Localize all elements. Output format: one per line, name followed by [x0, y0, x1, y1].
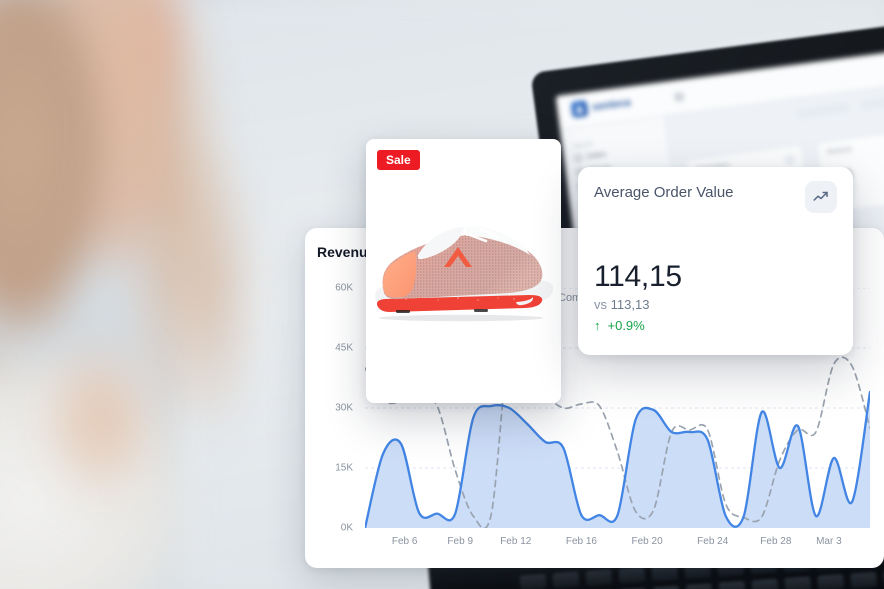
delta-value: +0.9%	[607, 318, 645, 333]
revenue-area-fill	[365, 392, 870, 528]
x-axis-tick-label: Feb 6	[391, 536, 418, 547]
metric-value: 114,15	[594, 260, 682, 293]
revenue-line	[363, 390, 872, 530]
y-axis-tick-label: 45K	[335, 342, 353, 354]
hamburger-icon[interactable]	[674, 92, 685, 102]
y-axis-tick-label: 30K	[335, 402, 353, 414]
x-axis-tick-label: Feb 28	[760, 536, 792, 547]
metric-delta: ↑ +0.9%	[594, 318, 645, 333]
background-neck	[30, 330, 180, 530]
chart-x-axis: Feb 6 Feb 9 Feb 12 Feb 16 Feb 20 Feb 24 Feb 28…	[365, 536, 870, 552]
app-logo: senteca	[570, 94, 632, 119]
metric-comparison: vs 113,13	[594, 297, 649, 312]
app-logo-icon	[570, 100, 589, 119]
y-axis-tick-label: 60K	[335, 282, 353, 294]
metric-card-icon	[784, 154, 796, 166]
trending-up-icon	[805, 181, 837, 213]
status-badge: Sale	[377, 150, 420, 170]
average-order-value-card[interactable]: Average Order Value 114,15 vs 113,13 ↑ +…	[578, 167, 853, 355]
product-card[interactable]: Sale	[366, 139, 561, 403]
orders-icon	[574, 154, 583, 163]
comparison-dashed-line	[364, 330, 871, 530]
x-axis-tick-label: Mar 3	[816, 536, 842, 547]
app-logo-text: senteca	[591, 96, 632, 113]
arrow-up-icon: ↑	[594, 318, 601, 333]
comparison-value: 113,13	[610, 297, 650, 312]
date-filter-pill[interactable]	[795, 101, 851, 120]
metric-card-title: Revenue	[826, 145, 853, 157]
shoe-illustration	[375, 225, 554, 322]
x-axis-tick-label: Feb 9	[447, 536, 474, 547]
product-image	[366, 175, 561, 335]
chart-y-axis: 0K 15K 30K 45K 60K	[305, 283, 359, 534]
x-axis-tick-label: Feb 16	[565, 536, 597, 547]
y-axis-tick-label: 0K	[340, 522, 353, 534]
comparison-prefix: vs	[594, 297, 607, 312]
x-axis-tick-label: Feb 24	[697, 536, 729, 547]
card-title: Average Order Value	[594, 184, 734, 201]
sidebar-item-label: Orders	[586, 150, 607, 161]
page-title: Revenue	[317, 244, 376, 260]
y-axis-tick-label: 15K	[335, 462, 353, 474]
x-axis-tick-label: Feb 12	[500, 536, 532, 547]
export-pill[interactable]	[859, 95, 884, 112]
x-axis-tick-label: Feb 20	[631, 536, 663, 547]
